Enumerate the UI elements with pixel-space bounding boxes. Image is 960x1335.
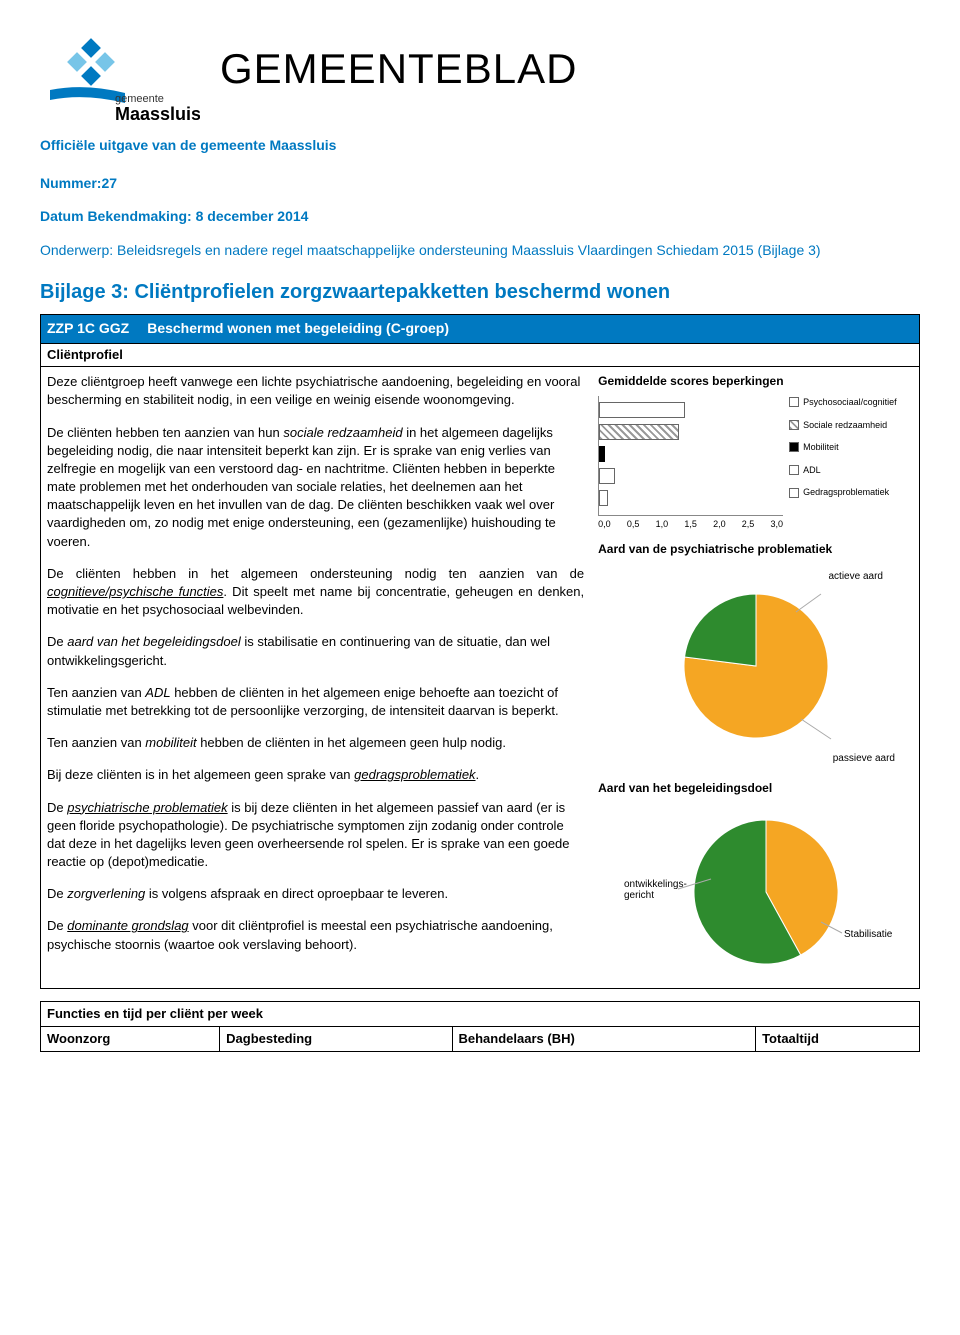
scores-title: Gemiddelde scores beperkingen — [598, 373, 913, 390]
number: Nummer:27 — [40, 174, 920, 194]
footer-col: Behandelaars (BH) — [452, 1026, 756, 1051]
svg-text:Maassluis: Maassluis — [115, 104, 200, 124]
footer-col: Woonzorg — [41, 1026, 220, 1051]
bijlage-title: Bijlage 3: Cliëntprofielen zorgzwaartepa… — [40, 278, 920, 306]
right-column: Gemiddelde scores beperkingen 0,00,51,01… — [594, 367, 919, 988]
para-3: De cliënten hebben in het algemeen onder… — [47, 565, 584, 620]
footer-col: Totaaltijd — [756, 1026, 920, 1051]
footer-section: Functies en tijd per cliënt per week — [41, 1001, 920, 1026]
left-column: Deze cliëntgroep heeft vanwege een licht… — [41, 367, 594, 988]
legend-item: Sociale redzaamheid — [789, 419, 897, 432]
footer-col: Dagbesteding — [220, 1026, 452, 1051]
legend-item: Mobiliteit — [789, 441, 897, 454]
subject: Onderwerp: Beleidsregels en nadere regel… — [40, 241, 920, 261]
para-7: Bij deze cliënten is in het algemeen gee… — [47, 766, 584, 784]
profile-code: ZZP 1C GGZ — [47, 319, 129, 339]
para-4: De aard van het begeleidingsdoel is stab… — [47, 633, 584, 669]
para-6: Ten aanzien van mobiliteit hebben de cli… — [47, 734, 584, 752]
para-2: De cliënten hebben ten aanzien van hun s… — [47, 424, 584, 551]
svg-text:Stabilisatie: Stabilisatie — [844, 929, 893, 940]
legend-item: Gedragsproblematiek — [789, 486, 897, 499]
bar-row — [599, 402, 685, 418]
bar-row — [599, 490, 608, 506]
aard-title: Aard van de psychiatrische problematiek — [598, 541, 913, 558]
profile-table: ZZP 1C GGZ Beschermd wonen met begeleidi… — [40, 314, 920, 988]
logo: gemeente Maassluis — [40, 30, 200, 130]
bar-row — [599, 424, 679, 440]
bar-row — [599, 446, 605, 462]
profile-sub: Cliëntprofiel — [41, 343, 919, 367]
para-5: Ten aanzien van ADL hebben de cliënten i… — [47, 684, 584, 720]
doc-title: GEMEENTEBLAD — [220, 40, 577, 99]
bar-row — [599, 468, 614, 484]
footer-table: Functies en tijd per cliënt per week Woo… — [40, 1001, 920, 1052]
profile-desc: Beschermd wonen met begeleiding (C-groep… — [147, 319, 449, 339]
legend-item: ADL — [789, 464, 897, 477]
svg-text:ontwikkelings-gericht: ontwikkelings-gericht — [624, 879, 687, 901]
doel-title: Aard van het begeleidingsdoel — [598, 780, 913, 797]
subtitle: Officiële uitgave van de gemeente Maassl… — [40, 136, 920, 156]
pie-aard: actieve aard passieve aard — [598, 567, 913, 766]
bar-chart: 0,00,51,01,52,02,53,0 Psychosociaal/cogn… — [598, 396, 913, 531]
date: Datum Bekendmaking: 8 december 2014 — [40, 207, 920, 227]
para-10: De dominante grondslag voor dit cliëntpr… — [47, 917, 584, 953]
para-8: De psychiatrische problematiek is bij de… — [47, 799, 584, 872]
para-1: Deze cliëntgroep heeft vanwege een licht… — [47, 373, 584, 409]
profile-header: ZZP 1C GGZ Beschermd wonen met begeleidi… — [41, 315, 919, 343]
pie-doel: ontwikkelings-gericht Stabilisatie — [598, 807, 913, 982]
legend-item: Psychosociaal/cognitief — [789, 396, 897, 409]
para-9: De zorgverlening is volgens afspraak en … — [47, 885, 584, 903]
